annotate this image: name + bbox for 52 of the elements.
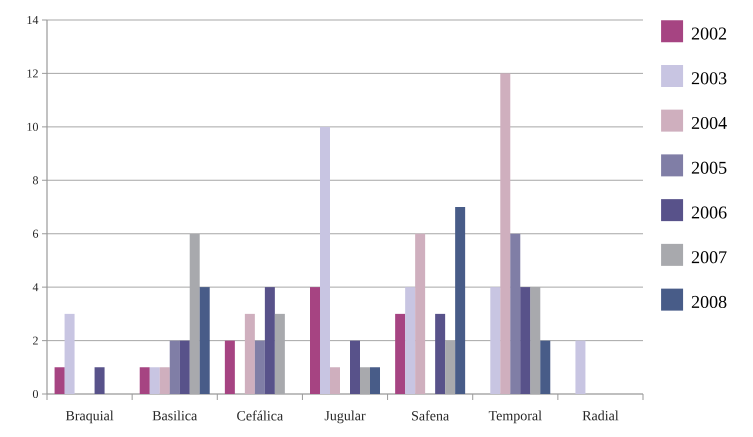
bar [94,367,105,394]
bar [54,367,65,394]
x-tick-label: Safena [412,410,449,421]
x-tick-label: Cefálica [237,410,283,421]
x-tick-label: Radial [582,410,618,420]
y-tick-label: 12 [28,69,38,78]
bar [64,314,75,394]
bar [140,367,150,394]
bar [254,340,265,394]
y-tick-label: 0 [32,390,38,398]
bar [310,287,320,394]
legend-label: 2004 [692,116,727,130]
bar [435,314,446,394]
bar [150,367,160,394]
bar [510,234,520,394]
bar [264,287,275,394]
bar [490,287,500,394]
bar [360,367,370,394]
y-tick-label: 2 [33,336,38,345]
bar [180,340,190,394]
legend-label: 2008 [692,296,726,308]
bar [395,314,406,394]
bar [575,340,586,394]
y-tick-label: 10 [28,122,38,131]
y-tick-label: 4 [32,283,38,292]
bar [170,340,180,394]
y-tick-label: 6 [32,230,38,238]
bar [500,73,510,394]
bar [320,126,330,394]
x-tick-label: Temporal [488,410,542,424]
bar [160,367,170,394]
y-tick-label: 8 [32,176,38,184]
bar [200,287,210,394]
x-tick-label: Basilica [152,410,198,420]
legend-label: 2003 [692,72,726,84]
legend-label: 2006 [692,206,727,219]
y-tick-label: 14 [28,16,38,24]
bar [415,234,426,394]
legend-label: 2002 [692,27,726,40]
bar [455,207,466,394]
bar [244,314,255,394]
x-tick-label: Braquial [66,410,114,424]
bar [330,367,340,394]
bar [405,287,416,394]
legend-label: 2007 [692,251,727,264]
x-tick-label: Jugular [324,410,366,424]
bar [520,287,530,394]
bar [224,340,235,394]
bar [370,367,380,394]
bar [350,340,360,394]
bar [540,340,550,394]
legend-label: 2005 [692,162,726,174]
